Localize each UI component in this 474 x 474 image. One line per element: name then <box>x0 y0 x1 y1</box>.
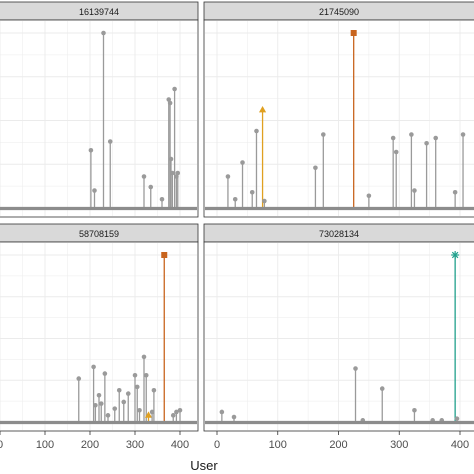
lollipop-marker <box>98 401 104 406</box>
lollipop-marker <box>353 366 358 371</box>
x-tick-label: 100 <box>36 439 54 451</box>
lollipop-marker <box>452 189 458 195</box>
lollipop-marker-star <box>451 251 460 259</box>
lollipop-marker <box>102 371 108 376</box>
lollipop-marker <box>225 174 231 179</box>
lollipop-marker <box>92 188 97 193</box>
lollipop-marker <box>166 97 172 102</box>
facet-strip-label: 16139744 <box>79 7 119 17</box>
lollipop-marker <box>116 387 122 393</box>
lollipop-marker <box>151 387 157 393</box>
facet-strip-label: 21745090 <box>319 7 359 17</box>
lollipop-marker <box>134 384 140 390</box>
lollipop-marker <box>412 188 417 193</box>
lollipop-marker <box>460 132 466 137</box>
lollipop-marker <box>148 184 154 190</box>
lollipop-marker <box>137 408 142 413</box>
lollipop-marker <box>321 132 326 137</box>
lollipop-marker <box>125 391 131 396</box>
x-tick-label: 0 <box>214 439 220 451</box>
facet-panel: 16139744 <box>0 1 199 218</box>
lollipop-marker <box>231 414 237 420</box>
lollipop-marker <box>366 193 372 199</box>
lollipop-marker <box>249 189 255 195</box>
x-tick-label: 300 <box>126 439 144 451</box>
lollipop-marker <box>232 196 238 202</box>
lollipop-marker <box>313 165 318 171</box>
lollipop-marker <box>93 403 98 408</box>
lollipop-marker-square <box>161 252 168 258</box>
gridlines <box>0 21 197 216</box>
lollipop-marker <box>175 170 181 176</box>
lollipop-marker <box>91 364 96 370</box>
panel-background <box>0 19 199 218</box>
lollipop-marker <box>240 160 245 165</box>
lollipop-marker <box>132 372 138 378</box>
lollipop-marker <box>143 372 149 378</box>
x-tick-label: 200 <box>329 439 347 451</box>
lollipop-marker <box>96 392 102 398</box>
lollipop-marker <box>454 416 460 421</box>
x-tick-label: 400 <box>451 439 469 451</box>
facet-panel: 21745090 <box>203 1 474 218</box>
lollipop-marker <box>393 149 399 155</box>
lollipop-marker <box>141 174 147 179</box>
lollipop-marker-square <box>350 30 357 36</box>
lollipop-marker <box>76 376 82 381</box>
facet-panel: 58708159 <box>0 223 199 432</box>
lollipop-marker <box>409 132 414 137</box>
lollipop-marker-triangle <box>258 106 267 113</box>
lollipop-marker <box>88 147 94 153</box>
x-tick-label: 0 <box>0 439 3 451</box>
lollipop-marker <box>254 128 259 134</box>
x-tick-label: 200 <box>81 439 99 451</box>
star-stroke <box>451 251 459 259</box>
lollipop-marker <box>379 386 385 391</box>
facet-strip-label: 73028134 <box>319 229 359 239</box>
facet-panel: 73028134 <box>203 223 474 432</box>
lollipop-marker <box>262 198 267 204</box>
lollipop-marker <box>121 399 127 405</box>
lollipop-marker <box>219 409 225 415</box>
lollipop-marker <box>424 140 429 146</box>
lollipop-marker <box>112 406 118 411</box>
x-tick-label: 300 <box>390 439 408 451</box>
lollipop-marker <box>174 409 179 415</box>
facet-strip-label: 58708159 <box>79 229 119 239</box>
lollipop-marker <box>412 408 417 413</box>
lollipop-marker <box>101 30 106 36</box>
lollipop-marker <box>172 86 177 92</box>
lollipop-marker <box>167 100 173 106</box>
panel-background <box>203 241 474 432</box>
lollipop-marker <box>433 135 439 141</box>
lollipop-marker <box>170 170 175 176</box>
x-tick-label: 100 <box>269 439 287 451</box>
x-axis-title: User <box>190 458 218 473</box>
lollipop-marker <box>177 408 183 413</box>
lollipop-marker <box>168 156 174 162</box>
panel-background <box>203 19 474 218</box>
lollipop-marker <box>390 135 396 141</box>
lollipop-marker <box>141 354 147 360</box>
x-tick-label: 400 <box>171 439 189 451</box>
lollipop-marker <box>170 413 176 418</box>
lollipop-marker <box>159 196 165 202</box>
lollipop-marker <box>107 139 113 144</box>
lollipop-marker-triangle <box>144 411 153 418</box>
lollipop-marker <box>105 413 111 418</box>
